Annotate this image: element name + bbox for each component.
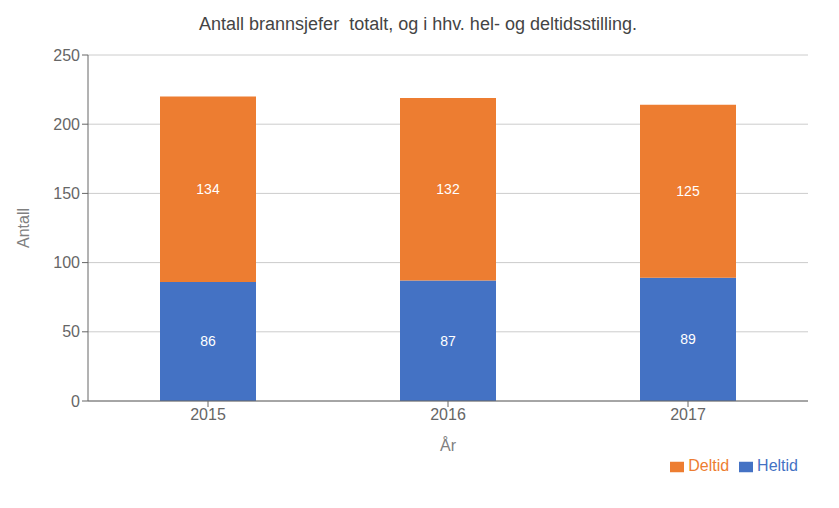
svg-text:89: 89 [680,331,696,347]
html-text:Antall brannsjefer totalt, og: Antall brannsjefer totalt, og i hhv. hel… [199,14,637,34]
svg-text:2017: 2017 [670,406,706,423]
svg-text:150: 150 [53,185,80,202]
svg-text:134: 134 [196,181,220,197]
svg-text:0: 0 [71,393,80,410]
html-text:Deltid: Deltid [688,457,730,474]
svg-text:250: 250 [53,47,80,64]
svg-text:132: 132 [436,181,460,197]
svg-text:50: 50 [62,323,80,340]
svg-text:År: År [440,436,457,454]
html-text:Heltid: Heltid [757,457,798,474]
svg-text:87: 87 [440,333,456,349]
svg-text:2015: 2015 [190,406,226,423]
svg-text:125: 125 [676,183,700,199]
svg-text:2016: 2016 [430,406,466,423]
svg-text:100: 100 [53,254,80,271]
svg-text:86: 86 [200,333,216,349]
svg-text:200: 200 [53,116,80,133]
svg-text:Antall: Antall [15,208,32,248]
